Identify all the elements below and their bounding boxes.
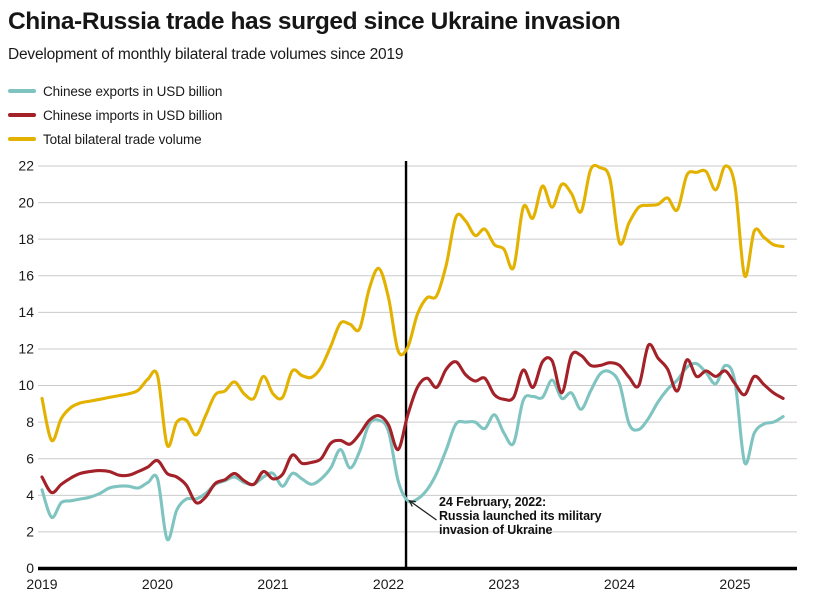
svg-text:14: 14: [18, 304, 34, 320]
event-annotation-line-2: Russia launched its military: [439, 509, 602, 524]
svg-text:2022: 2022: [373, 576, 404, 592]
exports-line-swatch-icon: [8, 89, 36, 93]
svg-text:8: 8: [26, 414, 34, 430]
page-title: China-Russia trade has surged since Ukra…: [8, 8, 621, 35]
total-line-swatch-icon: [8, 137, 36, 141]
svg-text:2019: 2019: [26, 576, 57, 592]
imports-line-swatch-icon: [8, 113, 36, 117]
event-annotation-line-3: invasion of Ukraine: [439, 523, 553, 538]
event-annotation-line-1: 24 February, 2022:: [439, 495, 547, 509]
legend-item-total: Total bilateral trade volume: [8, 127, 222, 151]
svg-text:2021: 2021: [257, 576, 288, 592]
svg-text:0: 0: [26, 560, 34, 576]
svg-text:2: 2: [26, 524, 34, 540]
svg-text:6: 6: [26, 450, 34, 466]
svg-text:16: 16: [18, 267, 34, 283]
svg-text:22: 22: [18, 158, 34, 174]
chart-legend: Chinese exports in USD billion Chinese i…: [8, 79, 222, 151]
legend-item-imports: Chinese imports in USD billion: [8, 103, 222, 127]
legend-item-exports: Chinese exports in USD billion: [8, 79, 222, 103]
legend-label-total: Total bilateral trade volume: [43, 131, 202, 147]
svg-text:18: 18: [18, 231, 34, 247]
svg-text:2024: 2024: [604, 576, 635, 592]
page-subtitle: Development of monthly bilateral trade v…: [8, 46, 404, 63]
svg-text:2020: 2020: [142, 576, 173, 592]
legend-label-imports: Chinese imports in USD billion: [43, 107, 223, 123]
svg-text:4: 4: [26, 487, 34, 503]
svg-text:20: 20: [18, 194, 34, 210]
svg-text:10: 10: [18, 377, 34, 393]
svg-text:2025: 2025: [719, 576, 750, 592]
event-annotation: 24 February, 2022: Russia launched its m…: [439, 495, 602, 538]
svg-text:2023: 2023: [488, 576, 519, 592]
svg-text:12: 12: [18, 341, 34, 357]
legend-label-exports: Chinese exports in USD billion: [43, 83, 223, 99]
